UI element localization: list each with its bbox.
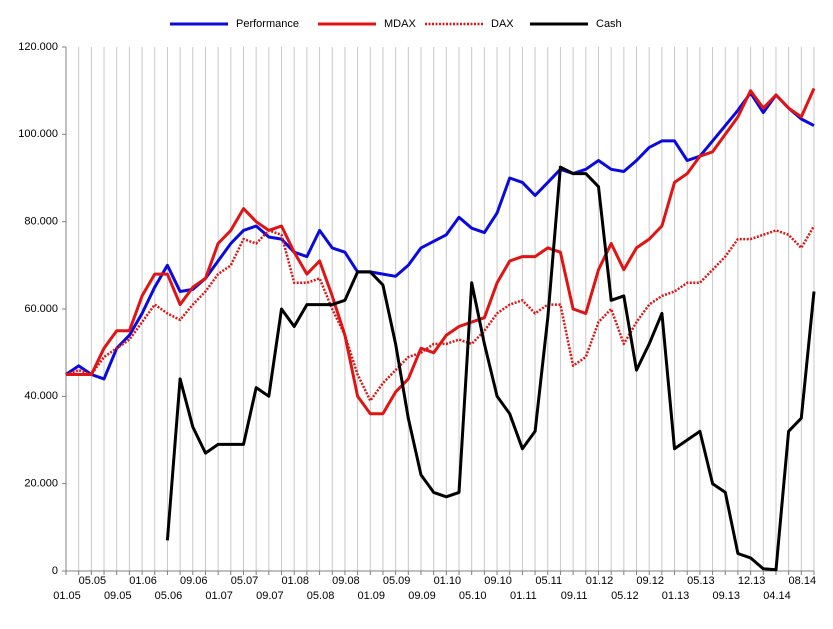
x-tick-label: 01.13 bbox=[662, 590, 690, 602]
legend-label: Cash bbox=[596, 18, 622, 30]
x-tick-label: 05.12 bbox=[611, 590, 639, 602]
x-tick-label: 05.05 bbox=[79, 575, 107, 587]
y-tick-label: 80.000 bbox=[24, 216, 58, 228]
x-tick-label: 05.06 bbox=[155, 590, 183, 602]
x-tick-label: 05.13 bbox=[687, 575, 715, 587]
x-tick-label: 05.10 bbox=[459, 590, 487, 602]
x-tick-label: 01.06 bbox=[129, 575, 157, 587]
x-tick-label: 08.14 bbox=[789, 575, 817, 587]
x-tick-label: 09.11 bbox=[561, 590, 588, 602]
x-tick-label: 09.07 bbox=[256, 590, 284, 602]
x-tick-label: 01.09 bbox=[358, 590, 386, 602]
y-tick-label: 100.000 bbox=[18, 128, 58, 140]
y-tick-label: 60.000 bbox=[24, 303, 58, 315]
x-tick-label: 05.08 bbox=[307, 590, 335, 602]
legend-label: Performance bbox=[236, 18, 299, 30]
x-tick-label: 01.10 bbox=[434, 575, 462, 587]
y-tick-label: 20.000 bbox=[24, 478, 58, 490]
legend-label: DAX bbox=[491, 18, 514, 30]
x-tick-label: 09.13 bbox=[712, 590, 740, 602]
x-tick-label: 09.08 bbox=[332, 575, 360, 587]
x-tick-label: 04.14 bbox=[763, 590, 791, 602]
x-tick-label: 01.05 bbox=[53, 590, 81, 602]
x-tick-label: 09.09 bbox=[408, 590, 436, 602]
x-tick-label: 09.06 bbox=[180, 575, 208, 587]
x-tick-label: 01.07 bbox=[205, 590, 233, 602]
series-line bbox=[65, 225, 816, 402]
x-tick-label: 09.05 bbox=[104, 590, 132, 602]
x-tick-label: 05.07 bbox=[231, 575, 259, 587]
y-tick-label: 40.000 bbox=[24, 390, 58, 402]
x-tick-label: 01.12 bbox=[586, 575, 614, 587]
y-tick-label: 120.000 bbox=[18, 41, 58, 53]
x-tick-label: 01.11 bbox=[510, 590, 537, 602]
x-tick-label: 12.13 bbox=[738, 575, 766, 587]
x-tick-label: 09.10 bbox=[484, 575, 512, 587]
legend-label: MDAX bbox=[384, 18, 416, 30]
x-tick-label: 09.12 bbox=[636, 575, 664, 587]
x-tick-label: 01.08 bbox=[281, 575, 309, 587]
y-tick-label: 0 bbox=[52, 565, 58, 577]
series-line bbox=[165, 165, 816, 572]
x-tick-label: 05.09 bbox=[383, 575, 411, 587]
x-tick-label: 05.11 bbox=[535, 575, 562, 587]
